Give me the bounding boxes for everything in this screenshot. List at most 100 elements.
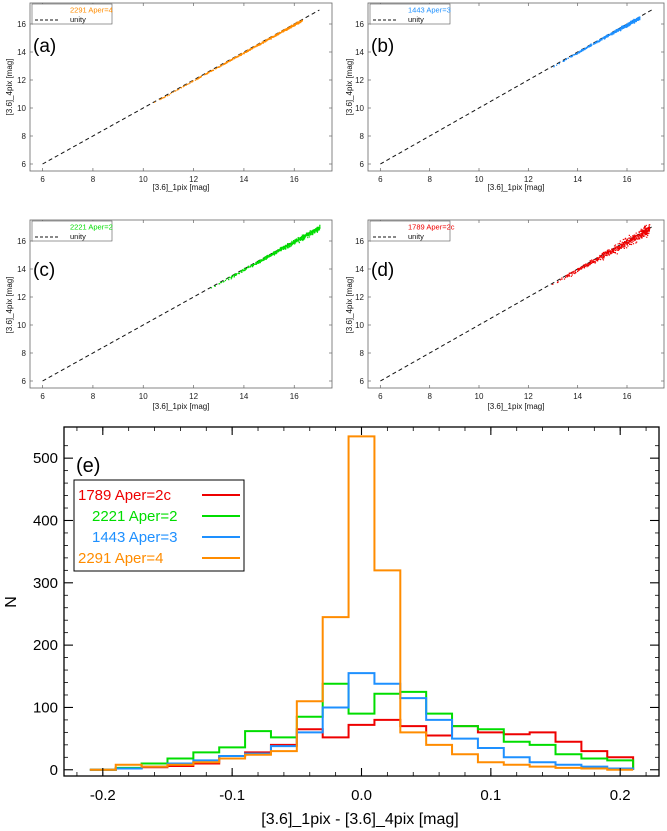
scatter-point-b-438	[607, 34, 609, 36]
scatter-point-d-57	[612, 250, 614, 253]
scatter-point-a-441	[204, 73, 207, 76]
scatter-point-b-356	[567, 57, 569, 59]
scatter-point-c-393	[249, 265, 251, 268]
scatter-point-d-417	[607, 252, 609, 254]
scatter-point-d-66	[644, 230, 647, 232]
scatter-point-d-347	[642, 235, 645, 237]
scatter-point-b-491	[628, 22, 630, 24]
scatter-point-c-506	[297, 239, 299, 241]
scatter-point-d-177	[644, 233, 646, 236]
scatter-point-d-429	[647, 228, 650, 230]
scatter-point-d-410	[640, 231, 643, 233]
scatter-point-d-246	[633, 237, 635, 239]
y-tick-label-e-0: 0	[50, 762, 58, 779]
scatter-point-a-398	[293, 25, 295, 27]
scatter-point-a-490	[161, 97, 163, 99]
scatter-point-c-44	[240, 271, 242, 273]
scatter-point-a-166	[290, 27, 292, 29]
scatter-point-d-272	[648, 232, 650, 234]
scatter-point-c-402	[281, 248, 283, 250]
scatter-point-c-484	[263, 257, 266, 259]
scatter-point-d-461	[602, 253, 605, 255]
legend-box-a	[31, 3, 113, 25]
scatter-point-a-466	[285, 29, 287, 31]
scatter-point-d-341	[645, 232, 648, 234]
scatter-point-d-136	[623, 244, 625, 246]
scatter-point-c-78	[247, 265, 250, 267]
scatter-point-a-486	[265, 40, 268, 42]
y-tick-label-d-2: 10	[355, 321, 364, 330]
scatter-point-c-344	[220, 281, 222, 284]
scatter-point-d-297	[583, 266, 585, 268]
scatter-point-d-294	[573, 270, 575, 272]
scatter-point-d-428	[629, 240, 631, 242]
scatter-point-d-448	[645, 224, 647, 227]
scatter-point-d-147	[617, 247, 619, 250]
scatter-point-d-500	[587, 264, 590, 267]
scatter-point-d-29	[632, 240, 634, 242]
scatter-point-d-313	[619, 247, 622, 249]
scatter-point-d-330	[607, 249, 609, 251]
scatter-point-d-345	[578, 267, 580, 270]
y-tick-label-b-1: 8	[360, 132, 365, 141]
scatter-point-d-275	[593, 261, 595, 263]
y-tick-label-b-0: 6	[360, 160, 365, 169]
scatter-point-a-434	[281, 30, 283, 32]
scatter-point-b-437	[633, 22, 635, 24]
scatter-point-a-518	[284, 29, 286, 31]
scatter-point-d-229	[614, 247, 616, 249]
scatter-point-a-516	[211, 70, 213, 72]
scatter-point-d-355	[620, 245, 622, 248]
scatter-point-d-98	[586, 266, 588, 268]
scatter-point-d-426	[640, 233, 642, 235]
x-tick-label-a-3: 12	[189, 175, 198, 184]
scatter-point-d-403	[629, 243, 631, 246]
scatter-point-a-480	[256, 45, 258, 47]
scatter-point-d-362	[633, 236, 636, 238]
scatter-point-a-298	[294, 24, 296, 26]
scatter-point-c-244	[253, 263, 255, 265]
scatter-point-a-278	[291, 25, 293, 27]
y-axis-label-b: [3.6]_4pix [mag]	[345, 59, 354, 116]
x-tick-label-d-4: 14	[573, 392, 582, 401]
scatter-point-d-103	[587, 264, 589, 267]
scatter-point-c-440	[273, 254, 275, 256]
scatter-point-d-482	[630, 239, 633, 241]
scatter-point-d-11	[567, 274, 569, 276]
scatter-point-b-157	[632, 21, 634, 24]
scatter-point-d-164	[624, 242, 626, 244]
scatter-point-d-463	[643, 227, 645, 229]
scatter-point-c-231	[301, 237, 303, 239]
legend-unity-c: unity	[70, 232, 86, 241]
scatter-point-a-492	[241, 53, 243, 55]
scatter-point-d-113	[638, 231, 640, 233]
scatter-point-d-384	[637, 238, 639, 240]
scatter-point-c-472	[282, 247, 284, 249]
scatter-point-d-317	[633, 238, 635, 240]
scatter-point-c-195	[315, 227, 317, 230]
scatter-point-b-365	[572, 54, 575, 56]
scatter-point-d-407	[592, 260, 594, 262]
scatter-point-c-432	[310, 231, 312, 233]
scatter-point-c-291	[268, 255, 271, 257]
scatter-point-d-80	[594, 262, 596, 264]
scatter-point-c-418	[296, 240, 298, 242]
scatter-point-c-330	[240, 270, 242, 272]
scatter-point-a-288	[183, 85, 185, 87]
x-tick-label-d-5: 16	[623, 392, 632, 401]
scatter-point-d-160	[622, 243, 624, 245]
scatter-point-d-506	[630, 236, 632, 238]
scatter-point-a-194	[167, 95, 169, 97]
scatter-point-c-240	[289, 246, 291, 248]
scatter-point-b-479	[593, 43, 595, 45]
scatter-point-b-275	[638, 18, 640, 20]
scatter-point-d-291	[623, 247, 625, 249]
scatter-point-b-504	[580, 49, 582, 52]
scatter-point-b-461	[606, 34, 608, 37]
scatter-point-a-350	[159, 98, 161, 101]
histogram-series-2	[89, 672, 635, 771]
scatter-point-d-370	[602, 255, 604, 257]
scatter-point-c-241	[248, 266, 250, 268]
scatter-point-d-418	[568, 275, 570, 277]
